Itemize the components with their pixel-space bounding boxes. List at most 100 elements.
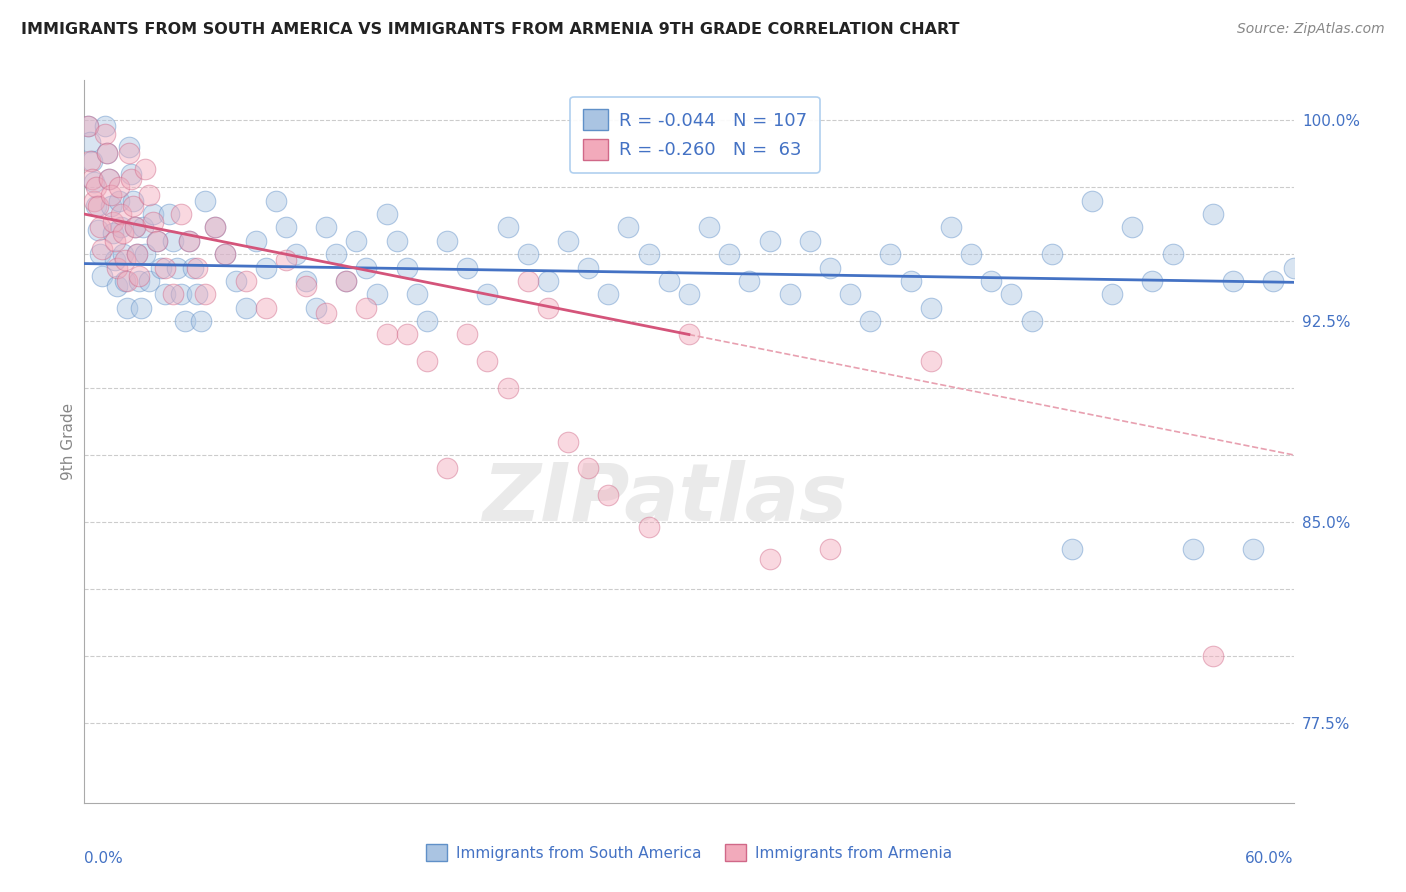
Point <box>114 252 136 267</box>
Point <box>111 247 134 261</box>
Point <box>1121 220 1143 235</box>
Point <box>114 274 136 288</box>
Point <box>456 260 478 275</box>
Point <box>557 234 579 248</box>
Point <box>89 220 111 235</box>
Point <box>153 287 176 301</box>
Point <box>1142 274 1164 288</box>
Point <box>107 194 129 208</box>
Point <box>93 119 115 133</box>
Point <box>1000 287 1022 301</box>
Point <box>920 354 942 368</box>
Point <box>779 287 801 301</box>
Point <box>436 461 458 475</box>
Point <box>79 135 101 149</box>
Point <box>395 260 418 275</box>
Point <box>1021 314 1043 328</box>
Point <box>91 268 114 283</box>
Point <box>637 520 659 534</box>
Point <box>960 247 983 261</box>
Point <box>96 145 118 160</box>
Point <box>204 220 226 235</box>
Point <box>879 247 901 261</box>
Point <box>537 301 560 315</box>
Point <box>157 207 180 221</box>
Point <box>366 287 388 301</box>
Point <box>186 287 208 301</box>
Point <box>214 247 236 261</box>
Point <box>1161 247 1184 261</box>
Point <box>254 260 277 275</box>
Point <box>839 287 862 301</box>
Point <box>416 314 439 328</box>
Point <box>115 301 138 315</box>
Point <box>111 226 134 240</box>
Point <box>718 247 741 261</box>
Point <box>101 226 124 240</box>
Point <box>557 434 579 449</box>
Point <box>295 279 318 293</box>
Point <box>115 274 138 288</box>
Point <box>818 260 841 275</box>
Point <box>174 314 197 328</box>
Point <box>254 301 277 315</box>
Point <box>225 274 247 288</box>
Point <box>179 234 201 248</box>
Point <box>637 247 659 261</box>
Point <box>576 260 599 275</box>
Point <box>97 172 120 186</box>
Point <box>153 260 176 275</box>
Point <box>181 260 204 275</box>
Point <box>107 180 129 194</box>
Point <box>274 220 297 235</box>
Point <box>1181 541 1204 556</box>
Point <box>980 274 1002 288</box>
Point <box>537 274 560 288</box>
Point <box>305 301 328 315</box>
Point <box>235 274 257 288</box>
Point <box>110 207 132 221</box>
Point <box>179 234 201 248</box>
Y-axis label: 9th Grade: 9th Grade <box>60 403 76 480</box>
Point <box>162 234 184 248</box>
Point <box>105 279 128 293</box>
Point <box>124 220 146 235</box>
Point <box>186 260 208 275</box>
Point <box>125 247 148 261</box>
Point <box>100 188 122 202</box>
Point <box>1263 274 1285 288</box>
Point <box>900 274 922 288</box>
Point <box>83 175 105 189</box>
Point <box>110 220 132 235</box>
Point <box>100 199 122 213</box>
Point <box>77 119 100 133</box>
Point <box>496 381 519 395</box>
Point <box>416 354 439 368</box>
Point <box>142 207 165 221</box>
Point <box>315 306 337 320</box>
Text: Source: ZipAtlas.com: Source: ZipAtlas.com <box>1237 22 1385 37</box>
Point <box>285 247 308 261</box>
Point <box>128 268 150 283</box>
Point <box>738 274 761 288</box>
Point <box>758 552 780 566</box>
Point <box>598 488 620 502</box>
Point <box>79 153 101 168</box>
Point <box>356 301 378 315</box>
Point <box>93 127 115 141</box>
Point <box>1202 207 1225 221</box>
Point <box>128 274 150 288</box>
Point <box>142 215 165 229</box>
Point <box>335 274 357 288</box>
Point <box>658 274 681 288</box>
Point <box>82 172 104 186</box>
Point <box>83 194 105 208</box>
Point <box>146 234 169 248</box>
Point <box>146 234 169 248</box>
Point <box>678 287 700 301</box>
Point <box>86 199 108 213</box>
Point <box>86 180 108 194</box>
Point <box>697 220 720 235</box>
Point <box>496 220 519 235</box>
Point <box>97 172 120 186</box>
